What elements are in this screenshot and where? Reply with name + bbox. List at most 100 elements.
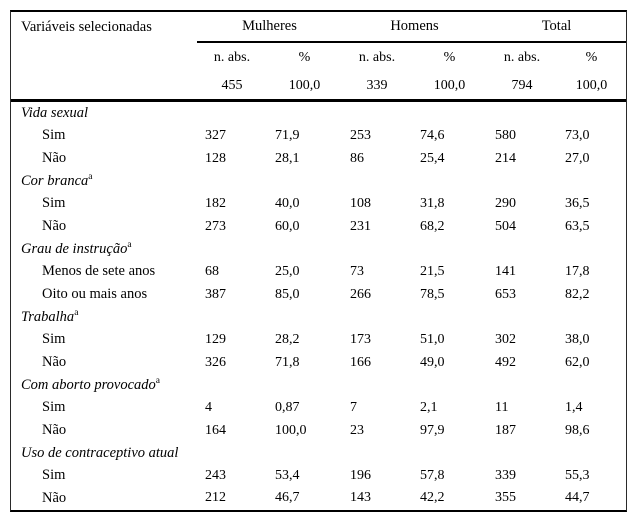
cell-homens-pct: 68,2	[420, 218, 445, 234]
cell-homens-nabs: 23	[350, 422, 364, 438]
cell-total-nabs: 504	[495, 218, 516, 234]
cell-total-pct: 55,3	[565, 467, 590, 483]
cell-mulheres-pct: 60,0	[275, 218, 300, 234]
cell-homens-pct: 78,5	[420, 286, 445, 302]
cell-mulheres-nabs: 129	[205, 331, 226, 347]
cell-homens-pct: 49,0	[420, 354, 445, 370]
data-row: Menos de sete anos 68 25,0 73 21,5 141 1…	[11, 261, 626, 284]
cell-total-pct: 38,0	[565, 331, 590, 347]
cell-total-nabs: 580	[495, 127, 516, 143]
subheader-mulheres-nabs: n. abs.	[213, 49, 251, 65]
header-body-divider	[11, 99, 626, 102]
table-body: Vida sexual Sim 327 71,9 253 74,6 580 73…	[11, 102, 626, 510]
cell-total-pct: 62,0	[565, 354, 590, 370]
data-row: Sim 129 28,2 173 51,0 302 38,0	[11, 329, 626, 352]
cell-homens-pct: 25,4	[420, 150, 445, 166]
total-mulheres-nabs: 455	[221, 77, 243, 93]
row-label: Sim	[42, 195, 66, 212]
cell-total-pct: 36,5	[565, 195, 590, 211]
cell-mulheres-pct: 85,0	[275, 286, 300, 302]
data-row: Sim 327 71,9 253 74,6 580 73,0	[11, 125, 626, 148]
cell-mulheres-nabs: 326	[205, 354, 226, 370]
cell-mulheres-pct: 71,8	[275, 354, 300, 370]
group-row-cor-branca: Cor brancaa	[11, 170, 626, 193]
cell-homens-pct: 42,2	[420, 490, 445, 506]
data-row: Não 212 46,7 143 42,2 355 44,7	[11, 487, 626, 510]
row-label: Não	[42, 218, 67, 235]
cell-homens-pct: 74,6	[420, 127, 445, 143]
footnote-marker: a	[88, 171, 93, 182]
statistics-table: Variáveis selecionadas Mulheres Homens T…	[10, 10, 627, 512]
cell-mulheres-pct: 40,0	[275, 195, 300, 211]
cell-mulheres-pct: 53,4	[275, 467, 300, 483]
cell-total-pct: 98,6	[565, 422, 590, 438]
subheader-mulheres-pct: %	[298, 49, 311, 65]
cell-mulheres-nabs: 128	[205, 150, 226, 166]
total-total-nabs: 794	[511, 77, 533, 93]
label-column-header: Variáveis selecionadas	[21, 19, 152, 35]
group-row-grau-de-instrucao: Grau de instruçãoa	[11, 238, 626, 261]
row-label: Vida sexual	[21, 104, 88, 121]
group-row-vida-sexual: Vida sexual	[11, 102, 626, 125]
group-row-uso-de-contraceptivo-atual: Uso de contraceptivo atual	[11, 442, 626, 465]
cell-homens-nabs: 73	[350, 263, 364, 279]
cell-total-pct: 44,7	[565, 490, 590, 506]
cell-total-nabs: 11	[495, 399, 509, 415]
row-label: Sim	[42, 127, 66, 144]
row-label: Não	[42, 354, 67, 371]
cell-homens-nabs: 196	[350, 467, 371, 483]
data-row: Não 326 71,8 166 49,0 492 62,0	[11, 351, 626, 374]
data-row: Não 164 100,0 23 97,9 187 98,6	[11, 419, 626, 442]
cell-mulheres-pct: 100,0	[275, 422, 307, 438]
column-group-mulheres: Mulheres	[197, 12, 342, 43]
row-label: Grau de instrução	[21, 240, 128, 257]
cell-homens-nabs: 166	[350, 354, 371, 370]
cell-homens-pct: 97,9	[420, 422, 445, 438]
subheader-total-pct: %	[585, 49, 598, 65]
row-label: Oito ou mais anos	[42, 286, 148, 303]
row-label: Uso de contraceptivo atual	[21, 444, 179, 461]
cell-mulheres-nabs: 273	[205, 218, 226, 234]
total-homens-nabs: 339	[366, 77, 388, 93]
cell-homens-nabs: 86	[350, 150, 364, 166]
data-row: Não 128 28,1 86 25,4 214 27,0	[11, 147, 626, 170]
cell-total-nabs: 302	[495, 331, 516, 347]
table-header-groups-row: Variáveis selecionadas Mulheres Homens T…	[11, 12, 626, 43]
cell-mulheres-nabs: 4	[205, 399, 212, 415]
row-label: Com aborto provocado	[21, 376, 156, 393]
cell-homens-pct: 2,1	[420, 399, 438, 415]
cell-mulheres-pct: 46,7	[275, 490, 300, 506]
cell-total-pct: 63,5	[565, 218, 590, 234]
cell-homens-nabs: 108	[350, 195, 371, 211]
cell-mulheres-nabs: 327	[205, 127, 226, 143]
cell-total-nabs: 214	[495, 150, 516, 166]
subheader-total-nabs: n. abs.	[503, 49, 541, 65]
cell-homens-pct: 31,8	[420, 195, 445, 211]
cell-mulheres-pct: 71,9	[275, 127, 300, 143]
table-totals-row: 455 100,0 339 100,0 794 100,0	[11, 72, 626, 99]
cell-mulheres-pct: 28,2	[275, 331, 300, 347]
footnote-marker: a	[127, 239, 132, 250]
row-label: Não	[42, 150, 67, 167]
row-label: Não	[42, 489, 67, 506]
data-row: Sim 243 53,4 196 57,8 339 55,3	[11, 465, 626, 488]
cell-total-pct: 73,0	[565, 127, 590, 143]
cell-homens-pct: 21,5	[420, 263, 445, 279]
group-row-com-aborto-provocado: Com aborto provocadoa	[11, 374, 626, 397]
cell-mulheres-nabs: 243	[205, 467, 226, 483]
column-group-total: Total	[487, 12, 626, 43]
group-row-trabalha: Trabalhaa	[11, 306, 626, 329]
cell-homens-nabs: 253	[350, 127, 371, 143]
cell-total-nabs: 339	[495, 467, 516, 483]
row-label: Menos de sete anos	[42, 263, 156, 280]
cell-total-pct: 17,8	[565, 263, 590, 279]
cell-mulheres-pct: 28,1	[275, 150, 300, 166]
cell-mulheres-nabs: 68	[205, 263, 219, 279]
footnote-marker: a	[74, 307, 79, 318]
cell-homens-nabs: 7	[350, 399, 357, 415]
cell-total-nabs: 653	[495, 286, 516, 302]
row-label: Trabalha	[21, 308, 75, 325]
cell-homens-nabs: 143	[350, 490, 371, 506]
cell-total-pct: 27,0	[565, 150, 590, 166]
